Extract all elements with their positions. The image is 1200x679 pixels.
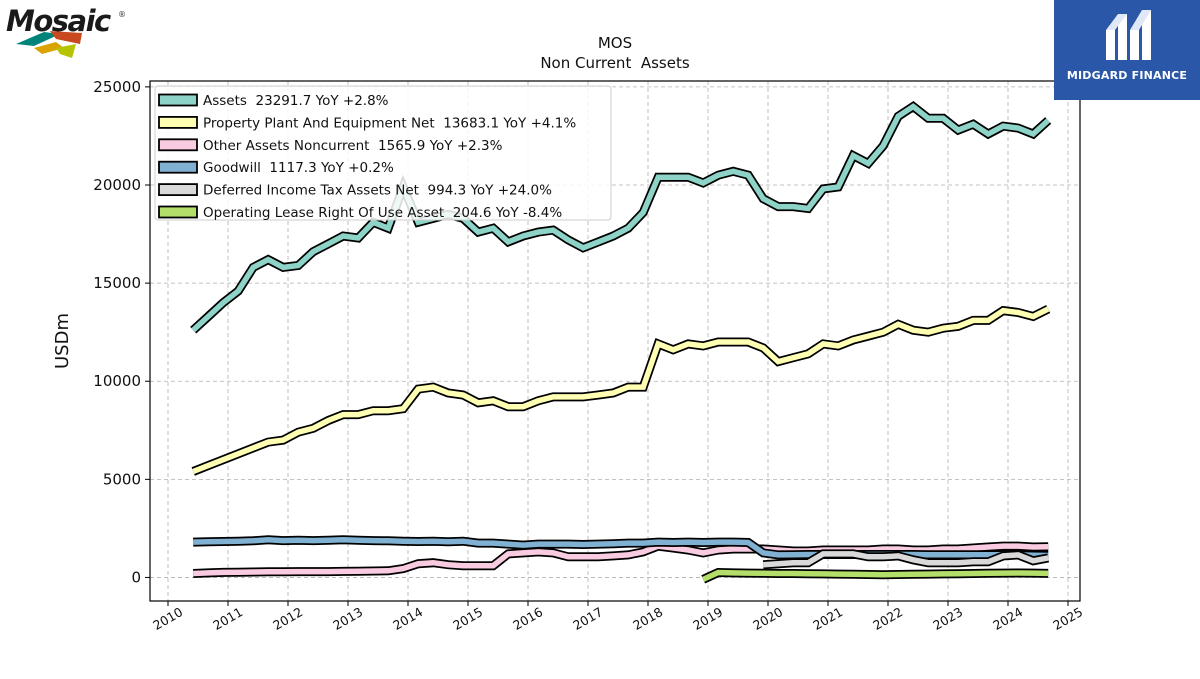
legend-item: Assets 23291.7 YoY +2.8% [158, 93, 389, 109]
series-line [762, 549, 1050, 570]
x-tick-label: 2021 [810, 604, 845, 633]
legend-item: Property Plant And Equipment Net 13683.1… [158, 115, 576, 131]
midgard-m-icon [1106, 10, 1151, 60]
series-line [193, 541, 1049, 578]
x-tick-label: 2023 [930, 604, 965, 633]
x-tick-label: 2017 [570, 604, 605, 633]
x-tick-label: 2018 [630, 604, 665, 633]
x-tick-label: 2020 [750, 604, 785, 633]
series-line-fill [191, 103, 1051, 333]
legend-item: Operating Lease Right Of Use Asset 204.6… [158, 205, 562, 221]
mosaic-logo-mark: ® [118, 10, 126, 19]
y-tick-label: 15000 [93, 274, 141, 292]
chart-subtitle: Non Current Assets [540, 54, 690, 72]
series-layer [190, 100, 1052, 584]
legend-label: Property Plant And Equipment Net 13683.1… [203, 115, 576, 131]
legend-label: Deferred Income Tax Assets Net 994.3 YoY… [203, 183, 552, 199]
x-tick-label: 2010 [150, 604, 185, 633]
legend-item: Other Assets Noncurrent 1565.9 YoY +2.3% [158, 138, 503, 154]
y-tick-label: 25000 [93, 78, 141, 96]
chart-title: MOS [598, 34, 632, 52]
legend-item: Deferred Income Tax Assets Net 994.3 YoY… [158, 183, 552, 199]
x-tick-label: 2011 [210, 604, 245, 633]
legend-swatch [158, 93, 198, 107]
y-tick-label: 5000 [103, 470, 141, 488]
x-tick-label: 2016 [510, 604, 545, 633]
x-tick-label: 2015 [450, 604, 485, 633]
x-tick-label: 2019 [690, 604, 725, 633]
legend-swatch [158, 183, 198, 197]
series-line [191, 304, 1051, 476]
series-line [701, 567, 1049, 584]
mosaic-logo: Mosaic ® [4, 4, 130, 62]
legend-swatch [158, 205, 198, 219]
y-tick-label: 10000 [93, 372, 141, 390]
legend-label: Goodwill 1117.3 YoY +0.2% [203, 160, 394, 176]
midgard-finance-label: MIDGARD FINANCE [1066, 69, 1188, 82]
legend-label: Operating Lease Right Of Use Asset 204.6… [203, 205, 562, 221]
x-tick-label: 2014 [390, 604, 425, 633]
series-line-fill [763, 551, 1049, 568]
legend-label: Other Assets Noncurrent 1565.9 YoY +2.3% [203, 138, 503, 154]
legend-swatch [158, 160, 198, 174]
mosaic-tiles-icon [16, 31, 82, 58]
series-line-fill [192, 306, 1050, 475]
x-tick-label: 2025 [1050, 604, 1085, 633]
y-tick-label: 0 [131, 568, 141, 586]
legend-label: Assets 23291.7 YoY +2.8% [203, 93, 389, 109]
series-line [190, 100, 1052, 334]
legend: Assets 23291.7 YoY +2.8% Property Plant A… [154, 85, 612, 221]
legend-swatch [158, 138, 198, 152]
y-axis-label: USDm [52, 313, 73, 369]
series-line-fill [702, 569, 1049, 582]
x-tick-label: 2012 [270, 604, 305, 633]
x-tick-label: 2022 [870, 604, 905, 633]
x-tick-label: 2013 [330, 604, 365, 633]
legend-box [154, 85, 612, 221]
midgard-finance-logo: MIDGARD FINANCE [1054, 0, 1200, 100]
plot-frame [149, 80, 1081, 602]
y-tick-label: 20000 [93, 176, 141, 194]
x-tick-label: 2024 [990, 604, 1025, 633]
legend-swatch [158, 116, 198, 129]
series-line-fill [193, 543, 1049, 577]
legend-item: Goodwill 1117.3 YoY +0.2% [158, 160, 394, 176]
